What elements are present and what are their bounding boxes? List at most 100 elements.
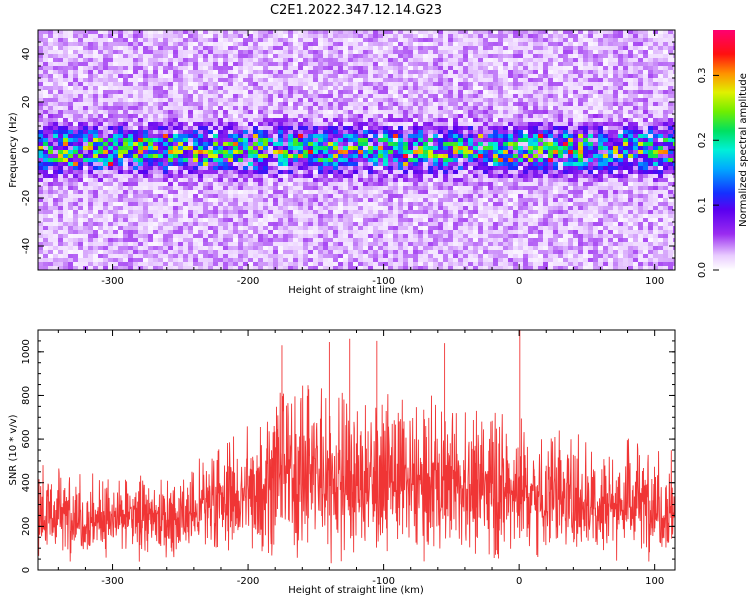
heatmap-cell <box>233 178 239 183</box>
heatmap-cell <box>368 166 374 171</box>
heatmap-cell <box>228 142 234 147</box>
heatmap-cell <box>408 174 414 179</box>
heatmap-cell <box>453 46 459 51</box>
heatmap-cell <box>393 222 399 227</box>
heatmap-cell <box>48 210 54 215</box>
heatmap-cell <box>343 102 349 107</box>
heatmap-cell <box>78 94 84 99</box>
heatmap-cell <box>83 106 89 111</box>
heatmap-cell <box>373 166 379 171</box>
heatmap-cell <box>393 182 399 187</box>
heatmap-cell <box>198 90 204 95</box>
heatmap-cell <box>38 78 44 83</box>
heatmap-cell <box>393 106 399 111</box>
heatmap-cell <box>53 202 59 207</box>
heatmap-cell <box>183 250 189 255</box>
heatmap-cell <box>178 126 184 131</box>
heatmap-cell <box>353 54 359 59</box>
heatmap-cell <box>358 138 364 143</box>
heatmap-cell <box>298 142 304 147</box>
heatmap-cell <box>148 54 154 59</box>
heatmap-cell <box>178 190 184 195</box>
heatmap-cell <box>403 30 409 35</box>
heatmap-cell <box>298 266 304 270</box>
heatmap-cell <box>438 126 444 131</box>
heatmap-cell <box>223 46 229 51</box>
heatmap-cell <box>123 154 129 159</box>
heatmap-cell <box>208 250 214 255</box>
heatmap-cell <box>348 66 354 71</box>
heatmap-cell <box>143 106 149 111</box>
heatmap-cell <box>283 242 289 247</box>
heatmap-cell <box>428 46 434 51</box>
heatmap-cell <box>293 214 299 219</box>
heatmap-cell <box>258 114 264 119</box>
heatmap-cell <box>38 246 44 251</box>
heatmap-cell <box>183 70 189 75</box>
heatmap-cell <box>278 230 284 235</box>
heatmap-cell <box>268 62 274 67</box>
heatmap-cell <box>388 170 394 175</box>
heatmap-cell <box>353 50 359 55</box>
heatmap-cell <box>393 242 399 247</box>
heatmap-cell <box>168 234 174 239</box>
heatmap-cell <box>338 214 344 219</box>
heatmap-cell <box>73 114 79 119</box>
heatmap-cell <box>63 94 69 99</box>
heatmap-cell <box>333 86 339 91</box>
heatmap-cell <box>113 50 119 55</box>
heatmap-cell <box>288 166 294 171</box>
heatmap-cell <box>218 166 224 171</box>
heatmap-cell <box>368 206 374 211</box>
heatmap-cell <box>293 150 299 155</box>
heatmap-cell <box>348 138 354 143</box>
heatmap-cell <box>253 70 259 75</box>
heatmap-cell <box>263 82 269 87</box>
heatmap-cell <box>358 226 364 231</box>
heatmap-cell <box>343 254 349 259</box>
heatmap-cell <box>273 174 279 179</box>
heatmap-cell <box>158 250 164 255</box>
heatmap-cell <box>283 38 289 43</box>
heatmap-cell <box>233 106 239 111</box>
heatmap-cell <box>383 170 389 175</box>
heatmap-cell <box>448 30 454 35</box>
heatmap-cell <box>148 226 154 231</box>
heatmap-cell <box>283 86 289 91</box>
heatmap-cell <box>38 34 44 39</box>
heatmap-cell <box>428 146 434 151</box>
heatmap-cell <box>93 50 99 55</box>
heatmap-cell <box>218 42 224 47</box>
heatmap-cell <box>48 214 54 219</box>
heatmap-cell <box>228 226 234 231</box>
heatmap-cell <box>398 226 404 231</box>
heatmap-cell <box>408 90 414 95</box>
heatmap-cell <box>283 94 289 99</box>
heatmap-cell <box>353 190 359 195</box>
heatmap-cell <box>133 146 139 151</box>
heatmap-cell <box>213 234 219 239</box>
heatmap-cell <box>43 258 49 263</box>
heatmap-cell <box>298 146 304 151</box>
heatmap-cell <box>338 130 344 135</box>
heatmap-cell <box>348 154 354 159</box>
heatmap-cell <box>63 110 69 115</box>
heatmap-cell <box>413 42 419 47</box>
heatmap-cell <box>48 106 54 111</box>
heatmap-cell <box>373 46 379 51</box>
heatmap-cell <box>133 94 139 99</box>
heatmap-cell <box>173 238 179 243</box>
heatmap-cell <box>93 198 99 203</box>
heatmap-cell <box>153 218 159 223</box>
heatmap-cell <box>233 238 239 243</box>
heatmap-cell <box>173 74 179 79</box>
heatmap-cell <box>293 110 299 115</box>
heatmap-cell <box>133 126 139 131</box>
heatmap-cell <box>318 126 324 131</box>
heatmap-cell <box>248 242 254 247</box>
heatmap-cell <box>143 206 149 211</box>
heatmap-cell <box>333 206 339 211</box>
heatmap-cell <box>178 142 184 147</box>
heatmap-cell <box>348 86 354 91</box>
heatmap-cell <box>183 34 189 39</box>
